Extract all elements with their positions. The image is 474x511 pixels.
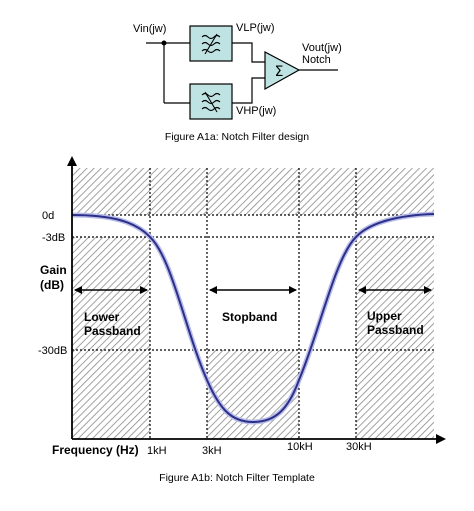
y-tick-0db: 0d [42,210,54,222]
lower-passband-label-line1: Lower [84,310,120,324]
hp-output-label: VHP(jw) [236,105,276,117]
lp-output-label: VLP(jw) [236,22,275,34]
highpass-filter-icon [201,91,221,113]
figure-a1a-caption: Figure A1a: Notch Filter design [165,131,309,143]
block-diagram: Vin(jw) VLP(jw) VHP(j [133,22,342,143]
x-tick-30khz: 30kH [346,441,372,453]
output-sublabel: Notch [302,54,331,66]
lowpass-filter-block [189,25,233,62]
hatch-top [72,168,434,215]
x-tick-10khz: 10kH [287,441,313,453]
response-curve [71,213,435,424]
lowpass-filter-icon [201,33,221,55]
hatch-stopband [207,350,299,439]
sum-symbol: Σ [275,64,284,80]
hp-to-sum-wire [232,77,265,104]
input-label: Vin(jw) [133,23,166,35]
y-axis-label-gain: Gain [40,263,67,277]
y-tick-30db: -30dB [38,345,67,357]
y-tick-3db: -3dB [42,232,65,244]
summing-amplifier: Σ [264,51,301,91]
highpass-filter-block [189,83,233,120]
notch-template: 0d -3dB -30dB Gain (dB) Frequency (Hz) 1… [38,156,446,484]
lower-passband-label-line2: Passband [84,324,141,338]
hatch-upper-passband [356,237,434,439]
stopband-label: Stopband [222,310,277,324]
figure-a1b-caption: Figure A1b: Notch Filter Template [159,472,315,484]
guide-lines [72,168,434,439]
hatch-lower-passband [72,237,150,439]
x-axis-label: Frequency (Hz) [52,443,139,457]
y-axis-label-unit: (dB) [40,278,64,292]
upper-passband-label-line1: Upper [367,309,402,323]
lp-to-sum-wire [232,42,265,63]
output-label: Vout(jw) [302,42,342,54]
x-tick-3khz: 3kH [202,445,222,457]
upper-passband-label-line2: Passband [367,323,424,337]
x-tick-1khz: 1kH [147,445,167,457]
